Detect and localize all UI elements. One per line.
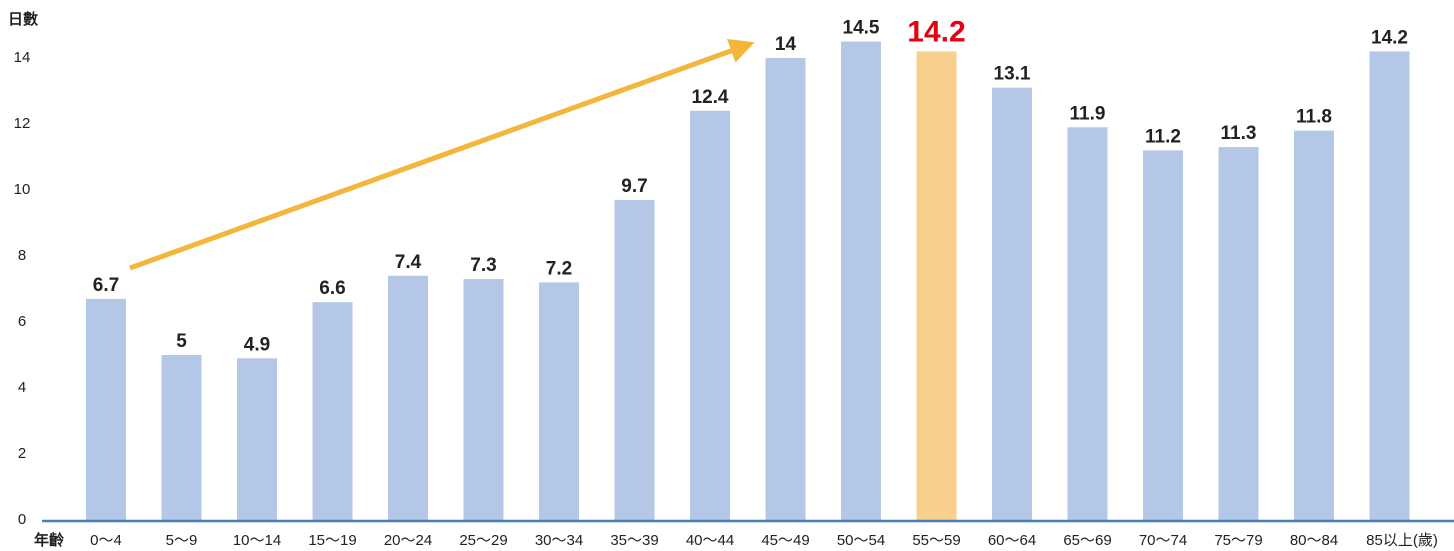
bar bbox=[539, 282, 579, 520]
x-tick-label: 45～49 bbox=[761, 532, 809, 549]
value-label: 7.2 bbox=[546, 258, 572, 279]
trend-arrow bbox=[130, 44, 750, 268]
value-label: 9.7 bbox=[621, 176, 647, 197]
value-label: 6.7 bbox=[93, 275, 119, 296]
bar bbox=[766, 58, 806, 520]
x-tick-label: 5～9 bbox=[166, 532, 198, 549]
bar bbox=[237, 358, 277, 520]
x-tick-label: 25～29 bbox=[459, 532, 507, 549]
value-label: 5 bbox=[176, 331, 187, 352]
value-label: 14.2 bbox=[907, 15, 965, 48]
value-label: 4.9 bbox=[244, 334, 270, 355]
x-tick-label: 30～34 bbox=[535, 532, 583, 549]
value-label: 6.6 bbox=[319, 278, 345, 299]
x-tick-label: 75～79 bbox=[1214, 532, 1262, 549]
bar bbox=[690, 111, 730, 520]
value-label: 13.1 bbox=[994, 64, 1031, 85]
bar bbox=[615, 200, 655, 520]
x-axis-unit: (歲) bbox=[1413, 532, 1438, 549]
x-tick-label: 20～24 bbox=[384, 532, 432, 549]
bar bbox=[464, 279, 504, 520]
bar bbox=[841, 42, 881, 521]
value-label: 14.5 bbox=[843, 18, 880, 39]
y-tick-label: 4 bbox=[18, 379, 26, 396]
y-tick-label: 2 bbox=[18, 445, 26, 462]
bar bbox=[162, 355, 202, 520]
bar bbox=[1370, 51, 1410, 520]
x-tick-label: 55～59 bbox=[912, 532, 960, 549]
bar bbox=[1143, 150, 1183, 520]
y-tick-label: 0 bbox=[18, 511, 26, 528]
x-tick-label: 0～4 bbox=[90, 532, 122, 549]
x-tick-label: 80～84 bbox=[1290, 532, 1338, 549]
y-tick-label: 12 bbox=[14, 115, 31, 132]
x-tick-label: 85以上 bbox=[1366, 532, 1413, 549]
bar bbox=[1068, 127, 1108, 520]
x-tick-label: 40～44 bbox=[686, 532, 734, 549]
value-label: 14.2 bbox=[1371, 27, 1408, 48]
bar bbox=[992, 88, 1032, 520]
y-axis-label: 日數 bbox=[8, 10, 38, 28]
x-tick-label: 50～54 bbox=[837, 532, 885, 549]
x-tick-label: 60～64 bbox=[988, 532, 1036, 549]
x-tick-label: 70～74 bbox=[1139, 532, 1187, 549]
value-label: 7.3 bbox=[470, 255, 496, 276]
value-label: 7.4 bbox=[395, 252, 422, 273]
bar bbox=[1219, 147, 1259, 520]
x-tick-label: 10～14 bbox=[233, 532, 281, 549]
bar bbox=[313, 302, 353, 520]
y-tick-label: 8 bbox=[18, 247, 26, 264]
bar bbox=[1294, 131, 1334, 520]
chart: 日數 年齡 0 2 4 6 8 10 12 14 0～4 6.7 5～9 5 10～14 4.9 15～19… bbox=[0, 0, 1454, 551]
value-label: 11.9 bbox=[1070, 103, 1106, 124]
value-label: 11.3 bbox=[1221, 123, 1257, 144]
bar bbox=[86, 299, 126, 520]
x-tick-label: 35～39 bbox=[610, 532, 658, 549]
value-label: 11.2 bbox=[1145, 126, 1181, 147]
value-label: 11.8 bbox=[1296, 107, 1332, 128]
value-label: 12.4 bbox=[692, 87, 729, 108]
bar bbox=[388, 276, 428, 520]
x-axis-label: 年齡 bbox=[34, 531, 64, 549]
y-tick-label: 10 bbox=[14, 181, 31, 198]
bar bbox=[917, 51, 957, 520]
y-tick-label: 14 bbox=[14, 49, 31, 66]
x-tick-label: 65～69 bbox=[1063, 532, 1111, 549]
x-tick-label: 15～19 bbox=[308, 532, 356, 549]
y-tick-label: 6 bbox=[18, 313, 26, 330]
value-label: 14 bbox=[775, 34, 797, 55]
